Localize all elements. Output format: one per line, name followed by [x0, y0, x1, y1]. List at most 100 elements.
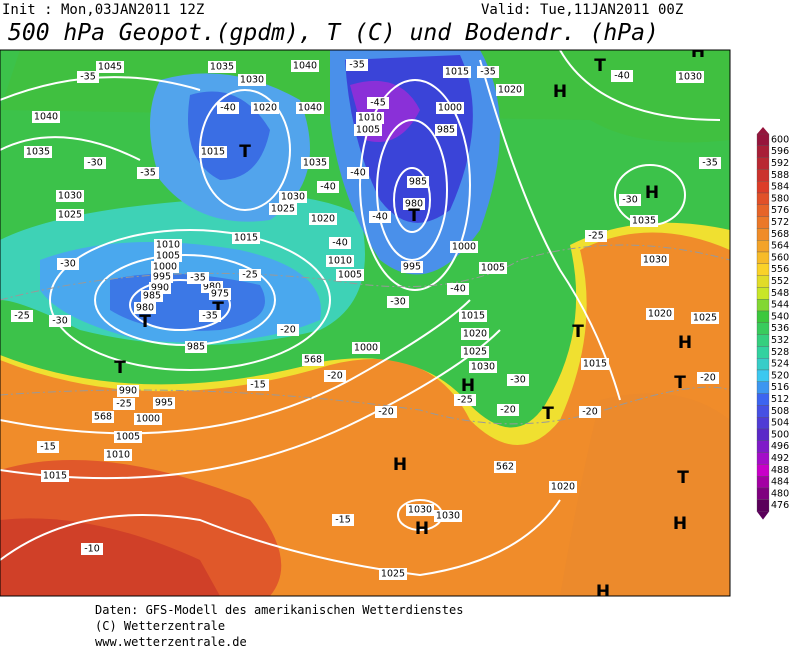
colorbar-label: 596: [771, 146, 789, 157]
label-box: [403, 198, 425, 210]
contour-label: -30: [510, 375, 526, 386]
contour-label: -20: [500, 405, 516, 416]
contour-label: 1030: [240, 75, 264, 86]
contour-label: 1010: [106, 450, 130, 461]
colorbar-cell: [756, 299, 770, 312]
colorbar-label: 556: [771, 264, 789, 275]
label-box: [496, 84, 524, 96]
label-box: [134, 302, 156, 314]
label-box: [434, 510, 462, 522]
pressure-center: T: [542, 404, 554, 424]
colorbar-label: 564: [771, 241, 789, 252]
label-box: [137, 167, 159, 179]
label-box: [379, 568, 407, 580]
colorbar-label: 516: [771, 382, 789, 393]
pressure-center: T: [594, 56, 606, 76]
label-box: [141, 290, 163, 302]
label-box: [691, 312, 719, 324]
label-box: [151, 261, 179, 273]
contour-label: 1020: [648, 309, 672, 320]
contour-label: -40: [614, 71, 630, 82]
contour-label: 568: [94, 412, 112, 423]
map-title: 500 hPa Geopot.(gpdm), T (C) und Bodendr…: [8, 20, 659, 46]
label-box: [454, 394, 476, 406]
label-box: [239, 269, 261, 281]
label-box: [153, 397, 175, 409]
init-time: Init : Mon,03JAN2011 12Z: [2, 2, 204, 18]
contour-label: -25: [588, 231, 604, 242]
colorbar-label: 532: [771, 335, 789, 346]
colorbar-cell: [756, 369, 770, 382]
label-box: [611, 70, 633, 82]
label-box: [117, 385, 139, 397]
pressure-center: H: [691, 42, 705, 62]
label-box: [269, 203, 297, 215]
contour-label: 1025: [271, 204, 295, 215]
contour-label: 1005: [481, 263, 505, 274]
contour-label: 1040: [293, 61, 317, 72]
colorbar-label: 568: [771, 229, 789, 240]
label-box: [461, 328, 489, 340]
label-box: [57, 258, 79, 270]
label-box: [291, 60, 319, 72]
colorbar-label: 576: [771, 205, 789, 216]
label-box: [479, 262, 507, 274]
contour-label: -35: [202, 311, 218, 322]
label-box: [697, 372, 719, 384]
label-box: [104, 449, 132, 461]
colorbar-label: 588: [771, 170, 789, 181]
contour-label: -40: [450, 284, 466, 295]
label-box: [352, 342, 380, 354]
label-box: [185, 341, 207, 353]
contour-label: 1035: [26, 147, 50, 158]
label-box: [641, 254, 669, 266]
label-box: [401, 261, 423, 273]
footer-source: Daten: GFS-Modell des amerikanischen Wet…: [95, 603, 463, 617]
colorbar-label: 524: [771, 359, 789, 370]
label-box: [579, 406, 601, 418]
colorbar-cell: [756, 346, 770, 359]
contour-label: 1030: [408, 505, 432, 516]
label-box: [497, 404, 519, 416]
label-box: [436, 102, 464, 114]
contour-label: -40: [320, 182, 336, 193]
colorbar-label: 536: [771, 323, 789, 334]
label-box: [676, 71, 704, 83]
contour-label: -30: [622, 195, 638, 206]
contour-label: 1015: [445, 67, 469, 78]
label-box: [84, 157, 106, 169]
colorbar-cell: [756, 393, 770, 406]
contour-label: 985: [143, 291, 161, 302]
colorbar-label: 500: [771, 429, 789, 440]
colorbar-cell: [756, 499, 770, 512]
contour-label: 1000: [438, 103, 462, 114]
label-box: [154, 239, 182, 251]
label-box: [247, 379, 269, 391]
label-box: [356, 112, 384, 124]
label-box: [346, 59, 368, 71]
pressure-center: H: [645, 183, 659, 203]
contour-label: 980: [405, 199, 423, 210]
contour-label: -35: [702, 158, 718, 169]
label-box: [450, 241, 478, 253]
contour-label: 1020: [551, 482, 575, 493]
contour-label: -35: [80, 72, 96, 83]
label-box: [407, 176, 429, 188]
label-box: [326, 255, 354, 267]
contour-label: 1015: [43, 471, 67, 482]
pressure-center: T: [114, 358, 126, 378]
label-box: [332, 514, 354, 526]
pressure-center: H: [678, 333, 692, 353]
pressure-center: H: [461, 376, 475, 396]
contour-label: 980: [136, 303, 154, 314]
colorbar-label: 492: [771, 453, 789, 464]
colorbar-cell: [756, 181, 770, 194]
label-box: [209, 288, 231, 300]
label-box: [646, 308, 674, 320]
label-box: [37, 441, 59, 453]
contour-label: -35: [140, 168, 156, 179]
contour-label: -25: [116, 399, 132, 410]
contour-label: -25: [242, 270, 258, 281]
colorbar-cell: [756, 464, 770, 477]
